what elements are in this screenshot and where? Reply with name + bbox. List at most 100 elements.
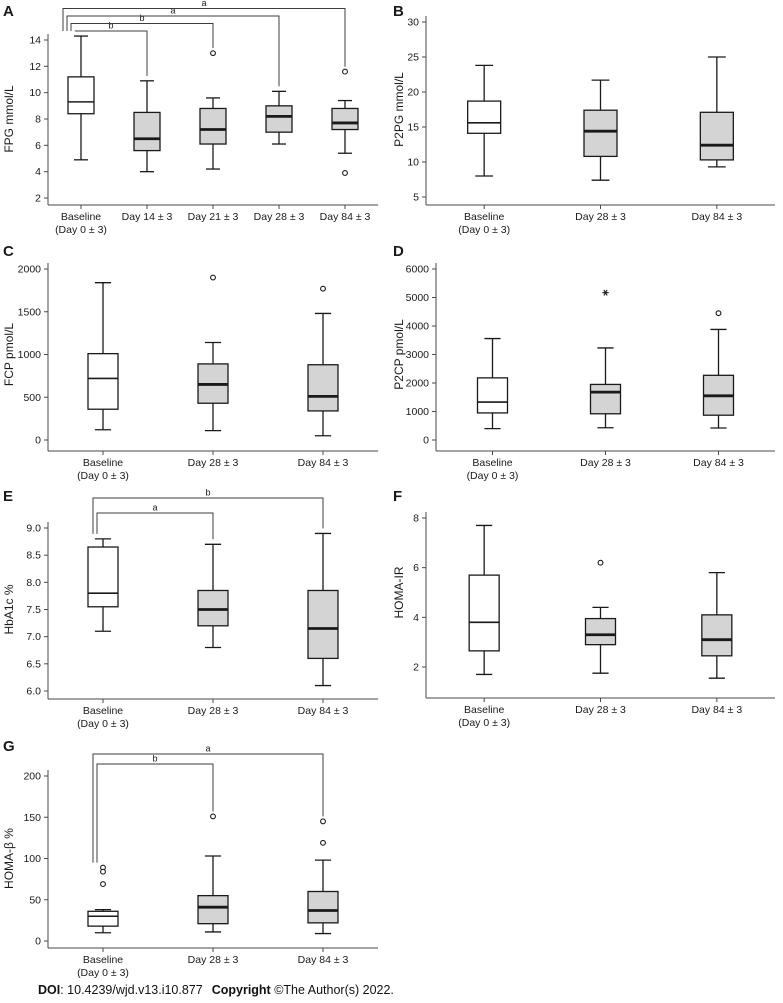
sig-bracket-label: a <box>205 744 210 754</box>
y-tick-label: 25 <box>407 52 419 64</box>
x-category-label: Day 84 ± 3 <box>691 211 742 223</box>
y-tick-label: 3000 <box>406 349 430 361</box>
x-category-label: Baseline <box>464 211 504 223</box>
x-category-label: Day 28 ± 3 <box>188 954 239 966</box>
x-category-label: Day 28 ± 3 <box>575 211 626 223</box>
y-tick-label: 50 <box>29 894 41 906</box>
chart-svg-c: C 0 500 1000 1500 2000 Baseline(Day 0 ± 3) Day … <box>2 243 378 482</box>
y-axis-title: HbA1c % <box>2 584 16 634</box>
panel-letter: G <box>3 738 15 755</box>
x-category-label: Day 84 ± 3 <box>693 457 744 469</box>
box-C-0 <box>87 282 119 431</box>
sig-bracket: b <box>74 21 148 76</box>
chart-svg-b: B 5 10 15 20 25 30 Baseline(Day 0 ± 3) Day 28 ± … <box>392 3 775 236</box>
box-A-1 <box>133 80 161 173</box>
box-B-0 <box>467 64 502 177</box>
outlier-point <box>100 868 106 875</box>
y-tick-label: 8.5 <box>26 550 41 562</box>
x-category-label: Day 28 ± 3 <box>575 704 626 716</box>
y-tick-label: 2000 <box>18 264 42 276</box>
x-category-label: Day 28 ± 3 <box>188 705 239 717</box>
sig-bracket: a <box>96 503 214 540</box>
doi-footer: DOI: 10.4239/wjd.v13.i10.877 Copyright ©T… <box>0 980 783 1003</box>
sig-bracket-label: a <box>170 6 175 16</box>
box-F-2 <box>701 571 733 679</box>
y-axis-title: FCP pmol/L <box>2 323 16 386</box>
y-axis-title: HOMA-β % <box>2 828 16 889</box>
y-tick-label: 15 <box>407 122 419 134</box>
y-axis-title: P2CP pmol/L <box>392 319 406 390</box>
y-tick-label: 500 <box>23 392 41 404</box>
panel-g-homa-beta: G 0 50 100 150 200 Baseline (Day 0 ± 3) Day 28 ±… <box>0 735 390 980</box>
panel-letter: A <box>3 3 14 20</box>
y-tick-label: 2 <box>35 193 41 205</box>
y-tick-label: 7.5 <box>26 604 41 616</box>
box-B-2 <box>699 56 734 168</box>
box-A-0 <box>67 35 95 161</box>
y-tick-label: 10 <box>407 157 419 169</box>
panel-letter: C <box>3 243 14 260</box>
y-axis-title: FPG mmol/L <box>2 85 16 153</box>
box-D-1 <box>589 289 622 429</box>
box-G-2 <box>307 818 339 935</box>
box-F-1 <box>584 559 617 674</box>
y-tick-label: 1000 <box>406 406 430 418</box>
doi-value: : 10.4239/wjd.v13.i10.877 <box>60 983 203 997</box>
y-axis-title: HOMA-IR <box>392 566 406 618</box>
outlier-point <box>210 813 216 820</box>
copyright-value: ©The Author(s) 2022. <box>270 983 394 997</box>
x-category-label: Baseline <box>472 457 512 469</box>
y-tick-label: 0 <box>35 435 41 447</box>
box-C-2 <box>307 285 339 437</box>
outlier-point <box>320 818 326 825</box>
y-tick-label: 5000 <box>406 292 430 304</box>
box-D-0 <box>476 337 509 430</box>
y-tick-label: 14 <box>29 35 41 47</box>
sig-bracket: a <box>92 744 324 863</box>
x-category-label: (Day 0 ± 3) <box>77 470 129 482</box>
axes: 0 500 1000 1500 2000 Baseline(Day 0 ± 3) Day 2… <box>18 263 378 482</box>
panel-letter: F <box>393 488 402 505</box>
x-category-label: Day 84 ± 3 <box>298 705 349 717</box>
x-category-label: Baseline <box>83 954 123 966</box>
y-tick-label: 4000 <box>406 321 430 333</box>
copyright-label: Copyright <box>211 983 271 997</box>
y-tick-label: 6000 <box>406 264 430 276</box>
axes: 5 10 15 20 25 30 Baseline(Day 0 ± 3) Day 28 ± 3… <box>407 16 775 236</box>
x-category-label: (Day 0 ± 3) <box>77 718 129 730</box>
outlier-point <box>342 170 348 176</box>
x-category-label: Baseline <box>83 705 123 717</box>
y-tick-label: 0 <box>423 435 429 447</box>
doi-label: DOI <box>38 983 61 997</box>
x-category-label: Day 84 ± 3 <box>691 704 742 716</box>
x-category-label: Day 28 ± 3 <box>254 211 305 223</box>
sig-bracket: b <box>96 754 214 863</box>
box-G-1 <box>197 813 229 933</box>
x-category-label: Baseline <box>61 211 101 223</box>
x-category-label: (Day 0 ± 3) <box>458 717 510 729</box>
x-category-label: Day 84 ± 3 <box>320 211 371 223</box>
chart-svg-e: E 6.0 6.5 7.0 7.5 8.0 8.5 9.0 Baseline(Day 0 ± 3… <box>2 488 378 730</box>
sig-bracket: b <box>92 488 324 534</box>
sig-bracket-label: b <box>205 488 210 498</box>
sig-bracket: a <box>66 6 280 87</box>
box-E-2 <box>307 532 339 687</box>
panel-letter: E <box>3 488 13 505</box>
extreme-point <box>602 289 609 296</box>
outlier-point <box>320 839 326 846</box>
panel-letter: D <box>393 243 404 260</box>
y-tick-label: 4 <box>35 166 41 178</box>
x-category-label: Day 84 ± 3 <box>298 457 349 469</box>
sig-bracket-label: b <box>108 21 113 31</box>
panel-a-fpg: A 2 4 6 8 10 12 14 Baseline (Day 0 ± 3) Day 14 ± 3… <box>0 0 390 240</box>
sig-bracket: a <box>62 0 346 67</box>
axes: 0 50 100 150 200 Baseline(Day 0 ± 3) Day 28 ± … <box>23 770 378 979</box>
y-tick-label: 10 <box>29 87 41 99</box>
outlier-point <box>597 559 604 566</box>
y-tick-label: 9.0 <box>26 523 41 535</box>
y-tick-label: 4 <box>413 612 419 624</box>
outlier-point <box>320 285 326 292</box>
sig-bracket-label: a <box>201 0 206 8</box>
x-category-label: (Day 0 ± 3) <box>77 967 129 979</box>
box-G-0 <box>87 864 119 934</box>
